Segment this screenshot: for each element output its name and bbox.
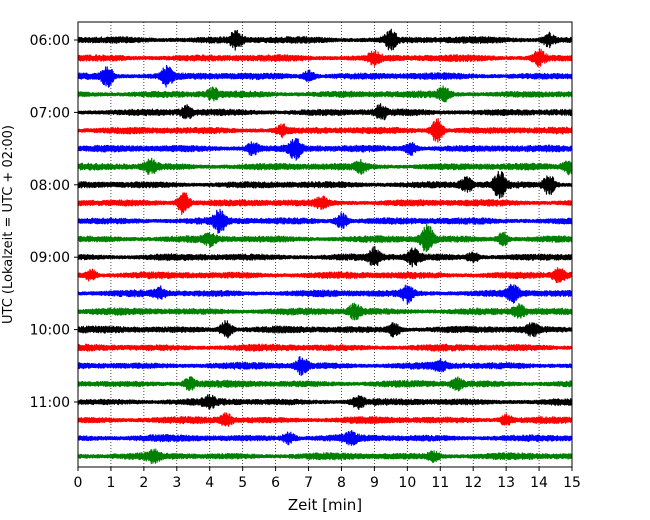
seismogram-trace [77,28,573,51]
seismogram-trace [77,192,573,216]
seismogram-trace [77,223,573,253]
y-tick-label: 08:00 [30,178,70,194]
seismogram-trace [77,138,573,161]
x-tick-label: 13 [497,475,515,491]
x-tick-label: 10 [398,475,416,491]
x-tick-label: 0 [74,475,83,491]
seismogram-trace [77,157,573,176]
seismogram-trace [77,208,573,234]
x-tick-label: 14 [530,475,548,491]
seismogram-trace [77,355,573,376]
seismogram-trace [77,429,573,446]
x-tick-label: 11 [431,475,449,491]
x-tick-label: 5 [238,475,247,491]
y-axis-title: UTC (Lokalzeit = UTC + 02:00) [1,125,16,324]
x-tick-label: 7 [304,475,313,491]
x-tick-label: 1 [106,475,115,491]
x-tick-label: 8 [337,475,346,491]
ticks-layer: 0 1 2 3 4 5 6 7 8 9 10 11 12 13 14 1506:0007:0008:0009:… [30,33,581,491]
seismogram-trace [77,448,573,465]
seismogram-trace [77,412,573,427]
traces-layer [77,28,573,465]
seismogram-trace [77,376,573,392]
seismogram-trace [77,343,573,352]
seismogram-trace [77,64,573,88]
plot-frame [77,21,573,468]
x-tick-label: 2 [139,475,148,491]
seismogram-trace [77,320,573,339]
y-tick-label: 11:00 [30,395,70,411]
y-tick-label: 09:00 [30,250,70,266]
seismogram-trace [77,245,573,268]
seismogram-trace [77,171,573,199]
seismogram-trace [77,283,573,305]
seismogram-trace [77,103,573,121]
x-axis-title: Zeit [min] [288,496,362,514]
y-tick-label: 07:00 [30,105,70,121]
y-tick-label: 10:00 [30,323,70,339]
y-tick-label: 06:00 [30,33,70,49]
seismogram-trace [77,302,573,321]
seismogram-trace [77,48,573,67]
x-tick-label: 12 [464,475,482,491]
seismogram-trace [77,394,573,411]
x-tick-label: 4 [205,475,214,491]
seismogram-trace [77,117,573,143]
x-tick-label: 3 [172,475,181,491]
x-tick-label: 15 [563,475,581,491]
x-tick-label: 6 [271,475,280,491]
x-tick-label: 9 [370,475,379,491]
seismogram-trace [77,267,573,284]
seismogram-trace [77,85,573,103]
